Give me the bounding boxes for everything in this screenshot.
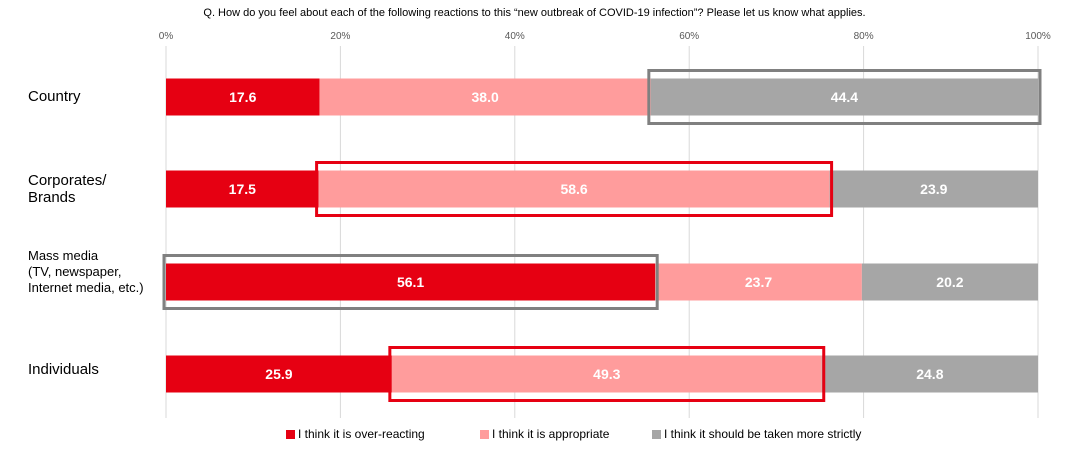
data-label: 56.1 [397, 274, 424, 290]
category-label-line: (TV, newspaper, [28, 264, 122, 279]
data-label: 58.6 [560, 181, 587, 197]
category-label-line: Country [28, 88, 81, 105]
bar-segment [829, 170, 1038, 208]
legend-label: I think it should be taken more strictly [664, 427, 862, 441]
x-tick-label: 0% [159, 31, 174, 42]
legend-label: I think it is over-reacting [298, 427, 425, 441]
bar-segment [166, 170, 319, 208]
data-label: 17.6 [229, 89, 256, 105]
category-label-line: Brands [28, 189, 76, 206]
legend-swatch [286, 429, 295, 439]
bar-segment [319, 78, 651, 116]
highlight-box [388, 346, 826, 402]
x-axis-ticks: 0% 20% 40% 60% 80% 100% [159, 31, 1051, 42]
bar-segment [821, 355, 1038, 393]
data-label: 49.3 [593, 366, 620, 382]
bar-segment [650, 78, 1038, 116]
legend-item: I think it should be taken more strictly [652, 427, 861, 441]
category-label-line: Corporates/ [28, 172, 107, 189]
data-label: 23.9 [920, 181, 947, 197]
bar-segment [655, 263, 862, 301]
bar-segment [318, 170, 830, 208]
category-label: Mass media (TV, newspaper, Internet media,… [28, 248, 144, 296]
bar-segment [391, 355, 822, 393]
highlight-box [647, 69, 1042, 125]
stacked-bar-chart: 0% 20% 40% 60% 80% 100% 17.6 38.0 44.4 17.5 58.6 2… [159, 31, 1051, 418]
bar-segment [166, 78, 320, 116]
legend-item: I think it is over-reacting [286, 427, 425, 441]
data-label: 44.4 [831, 89, 858, 105]
highlight-box [162, 254, 659, 310]
legend-item: I think it is appropriate [480, 427, 609, 441]
x-tick-label: 20% [330, 31, 350, 42]
category-label-line: Internet media, etc.) [28, 280, 144, 295]
data-label: 20.2 [936, 274, 963, 290]
chart-question-title: Q. How do you feel about each of the fol… [203, 7, 866, 19]
data-label: 38.0 [472, 89, 499, 105]
category-label-line: Mass media [28, 248, 99, 263]
legend-swatch [480, 429, 489, 439]
x-tick-label: 100% [1025, 31, 1051, 42]
x-tick-label: 40% [505, 31, 525, 42]
data-label: 25.9 [265, 366, 292, 382]
bar-segment [166, 263, 656, 301]
category-label: Individuals [28, 361, 99, 378]
legend-label: I think it is appropriate [492, 427, 610, 441]
legend-swatch [652, 429, 661, 439]
data-label: 23.7 [745, 274, 772, 290]
highlight-boxes [162, 69, 1042, 402]
x-tick-label: 60% [679, 31, 699, 42]
legend: I think it is over-reacting I think it is… [0, 427, 1069, 445]
bar-segment [861, 263, 1038, 301]
category-label: Country [28, 88, 81, 105]
bar-segment [166, 355, 392, 393]
highlight-box [315, 161, 834, 217]
bars: 17.6 38.0 44.4 17.5 58.6 23.9 56.1 23.7 20.2 25.9… [166, 78, 1038, 393]
data-label: 24.8 [916, 366, 943, 382]
data-label: 17.5 [229, 181, 256, 197]
category-label: Corporates/Brands [28, 172, 106, 206]
category-label-line: Individuals [28, 361, 99, 378]
x-tick-label: 80% [854, 31, 874, 42]
